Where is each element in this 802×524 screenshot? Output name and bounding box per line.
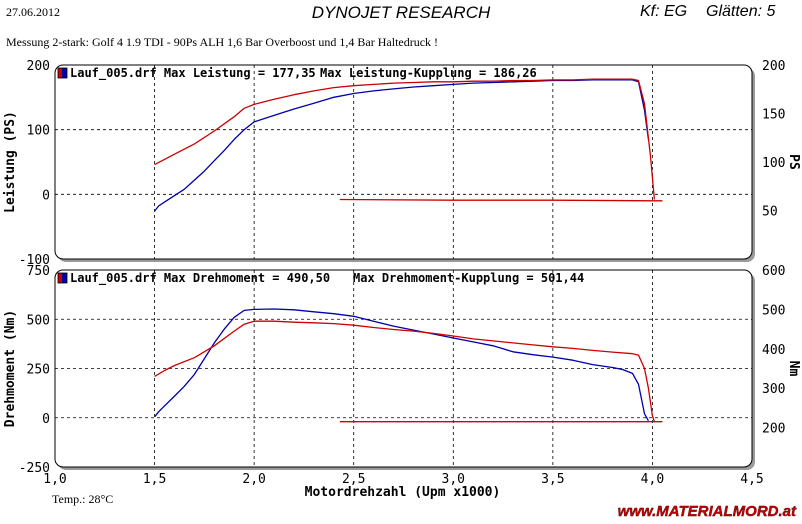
torque-legend-text-kupplung: Max Drehmoment-Kupplung = 501,44 bbox=[353, 271, 584, 285]
power-legend: Lauf_005.drf Max Leistung = 177,35 Max Le… bbox=[57, 66, 537, 81]
torque-ytick-label: -250 bbox=[19, 461, 50, 476]
torque-ylabel-right: Nm bbox=[786, 361, 801, 377]
power-ytick-right-label: 100 bbox=[762, 156, 785, 171]
power-ytick-right-label: 150 bbox=[762, 108, 785, 123]
power-ylabel-right: PS bbox=[786, 154, 801, 170]
torque-ytick-label: 250 bbox=[27, 363, 50, 378]
torque-ytick-right-label: 600 bbox=[762, 264, 785, 279]
power-series-group bbox=[154, 78, 663, 212]
torque-series-line-0 bbox=[154, 308, 649, 422]
power-plot-area bbox=[54, 64, 753, 260]
power-legend-swatch-blue bbox=[62, 68, 67, 78]
torque-legend-swatch-red bbox=[58, 273, 63, 283]
torque-legend-swatch-frame bbox=[57, 272, 68, 284]
power-ytick-label: 100 bbox=[27, 124, 50, 139]
power-ytick-right-label: 50 bbox=[762, 205, 778, 220]
torque-ytick-right-label: 500 bbox=[762, 303, 785, 318]
power-legend-text: Lauf_005.drf Max Leistung = 177,35 bbox=[70, 66, 316, 81]
power-ytick-label: -100 bbox=[19, 253, 50, 268]
power-series-line-1 bbox=[154, 78, 656, 200]
date-label: 27.06.2012 bbox=[6, 5, 60, 19]
power-legend-text-kupplung: Max Leistung-Kupplung = 186,26 bbox=[320, 66, 537, 80]
torque-xlabel: Motordrehzahl (Upm x1000) bbox=[305, 485, 501, 500]
torque-xtick-label: 1,0 bbox=[43, 472, 66, 487]
torque-legend-swatch-blue bbox=[62, 273, 67, 283]
torque-xtick-label: 2,5 bbox=[342, 472, 365, 487]
chart-subtitle: Messung 2-stark: Golf 4 1.9 TDI - 90Ps A… bbox=[6, 35, 438, 49]
power-panel: 200 100 0 -100 200 150 100 50 Leistung (PS) PS Lau… bbox=[3, 59, 801, 268]
torque-xtick-label: 1,5 bbox=[143, 472, 166, 487]
torque-ytick-right-label: 200 bbox=[762, 422, 785, 437]
temp-label: Temp.: 28°C bbox=[52, 492, 113, 506]
torque-ytick-right-label: 300 bbox=[762, 382, 785, 397]
torque-series-group bbox=[154, 308, 663, 423]
power-ylabel: Leistung (PS) bbox=[3, 111, 18, 213]
glatten-label: Glätten: 5 bbox=[706, 3, 775, 20]
power-legend-swatch-red bbox=[58, 68, 63, 78]
torque-xtick-label: 3,5 bbox=[541, 472, 564, 487]
power-ytick-label: 0 bbox=[42, 188, 50, 203]
power-legend-swatch-frame bbox=[57, 67, 68, 79]
power-ytick-right-label: 200 bbox=[762, 59, 785, 74]
torque-ylabel: Drehmoment (Nm) bbox=[3, 310, 18, 427]
chart-title: DYNOJET RESEARCH bbox=[312, 3, 491, 22]
kf-label: Kf: EG bbox=[640, 3, 687, 20]
torque-xtick-label: 4,0 bbox=[641, 472, 664, 487]
power-ytick-label: 200 bbox=[27, 59, 50, 74]
torque-ytick-right-label: 400 bbox=[762, 343, 785, 358]
torque-ytick-label: 0 bbox=[42, 412, 50, 427]
torque-panel: 750 500 250 0 -250 600 500 400 300 200 Drehmoment … bbox=[3, 264, 801, 500]
torque-xtick-label: 4,5 bbox=[740, 472, 763, 487]
watermark-logo: www.MATERIALMORD.at bbox=[618, 503, 797, 520]
torque-ytick-label: 500 bbox=[27, 313, 50, 328]
power-series-line-2 bbox=[339, 198, 663, 202]
torque-legend-text: Lauf_005.drf Max Drehmoment = 490,50 bbox=[70, 271, 330, 286]
torque-legend: Lauf_005.drf Max Drehmoment = 490,50 Max … bbox=[57, 271, 584, 286]
torque-series-line-1 bbox=[154, 320, 656, 422]
torque-xtick-label: 3,0 bbox=[442, 472, 465, 487]
torque-xtick-label: 2,0 bbox=[242, 472, 265, 487]
torque-ytick-label: 750 bbox=[27, 264, 50, 279]
